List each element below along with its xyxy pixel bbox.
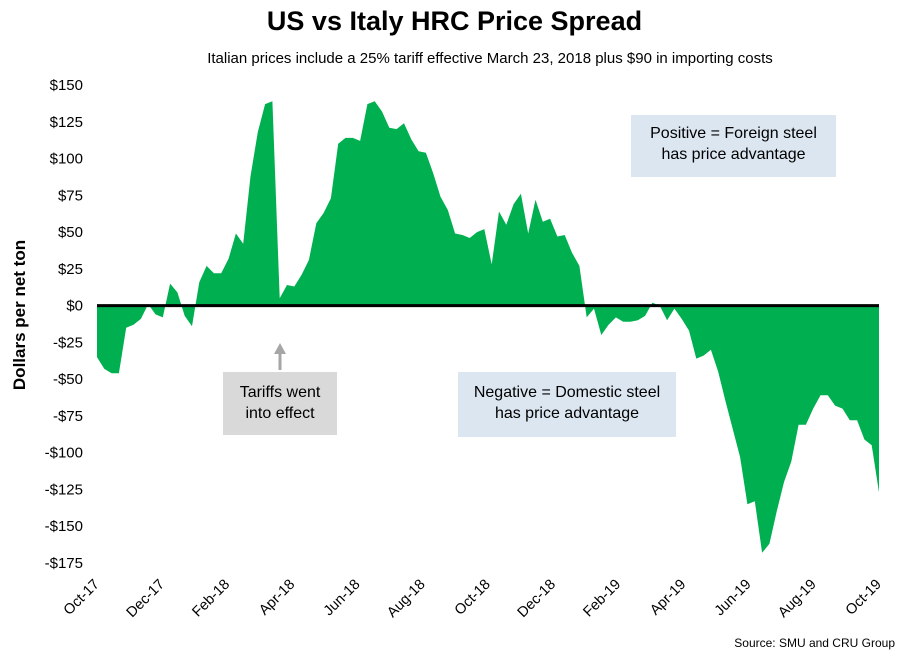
y-tick-label: $125: [50, 114, 83, 131]
tariff-annotation-line1: Tariffs went: [239, 384, 321, 401]
x-tick-label: Feb-19: [580, 577, 624, 621]
y-tick-label: -$150: [45, 518, 83, 535]
spread-area-series: [97, 101, 879, 553]
x-tick-label: Feb-18: [189, 577, 233, 621]
tariff-annotation-line2: into effect: [245, 405, 315, 422]
y-tick-label: $100: [50, 151, 83, 168]
chart-title: US vs Italy HRC Price Spread: [266, 6, 643, 36]
positive-annotation-line2: has price advantage: [661, 146, 806, 163]
y-tick-label: $25: [58, 261, 83, 278]
positive-annotation: Positive = Foreign steel has price advan…: [631, 115, 836, 177]
x-tick-label: Jun-18: [321, 577, 364, 620]
negative-annotation: Negative = Domestic steel has price adva…: [458, 372, 676, 437]
positive-annotation-line1: Positive = Foreign steel: [650, 125, 817, 142]
negative-annotation-line2: has price advantage: [494, 405, 640, 422]
x-tick-label: Oct-18: [452, 577, 494, 619]
y-tick-label: -$125: [45, 481, 83, 498]
x-tick-label: Jun-19: [712, 577, 755, 620]
x-tick-label: Oct-19: [843, 577, 885, 619]
negative-annotation-line1: Negative = Domestic steel: [473, 384, 661, 401]
tariff-annotation: Tariffs went into effect: [223, 372, 337, 435]
x-tick-label: Apr-19: [647, 577, 689, 619]
y-tick-label: -$25: [53, 334, 83, 351]
y-tick-label: $75: [58, 187, 83, 204]
y-tick-label: -$100: [45, 445, 83, 462]
x-tick-label: Oct-17: [61, 577, 103, 619]
chart-subtitle: Italian prices include a 25% tariff effe…: [207, 50, 773, 67]
source-note: Source: SMU and CRU Group: [734, 636, 895, 650]
x-tick-label: Dec-17: [124, 577, 168, 621]
y-tick-label: $50: [58, 224, 83, 241]
tariff-arrow: [274, 343, 286, 370]
y-tick-label: -$75: [53, 408, 83, 425]
x-tick-label: Aug-18: [384, 577, 428, 621]
x-tick-label: Dec-18: [515, 577, 559, 621]
x-tick-label: Aug-19: [775, 577, 819, 621]
x-tick-label: Apr-18: [256, 577, 298, 619]
y-tick-label: $0: [66, 298, 83, 315]
y-tick-label: -$50: [53, 371, 83, 388]
y-tick-label: $150: [50, 77, 83, 94]
y-tick-label: -$175: [45, 555, 83, 572]
